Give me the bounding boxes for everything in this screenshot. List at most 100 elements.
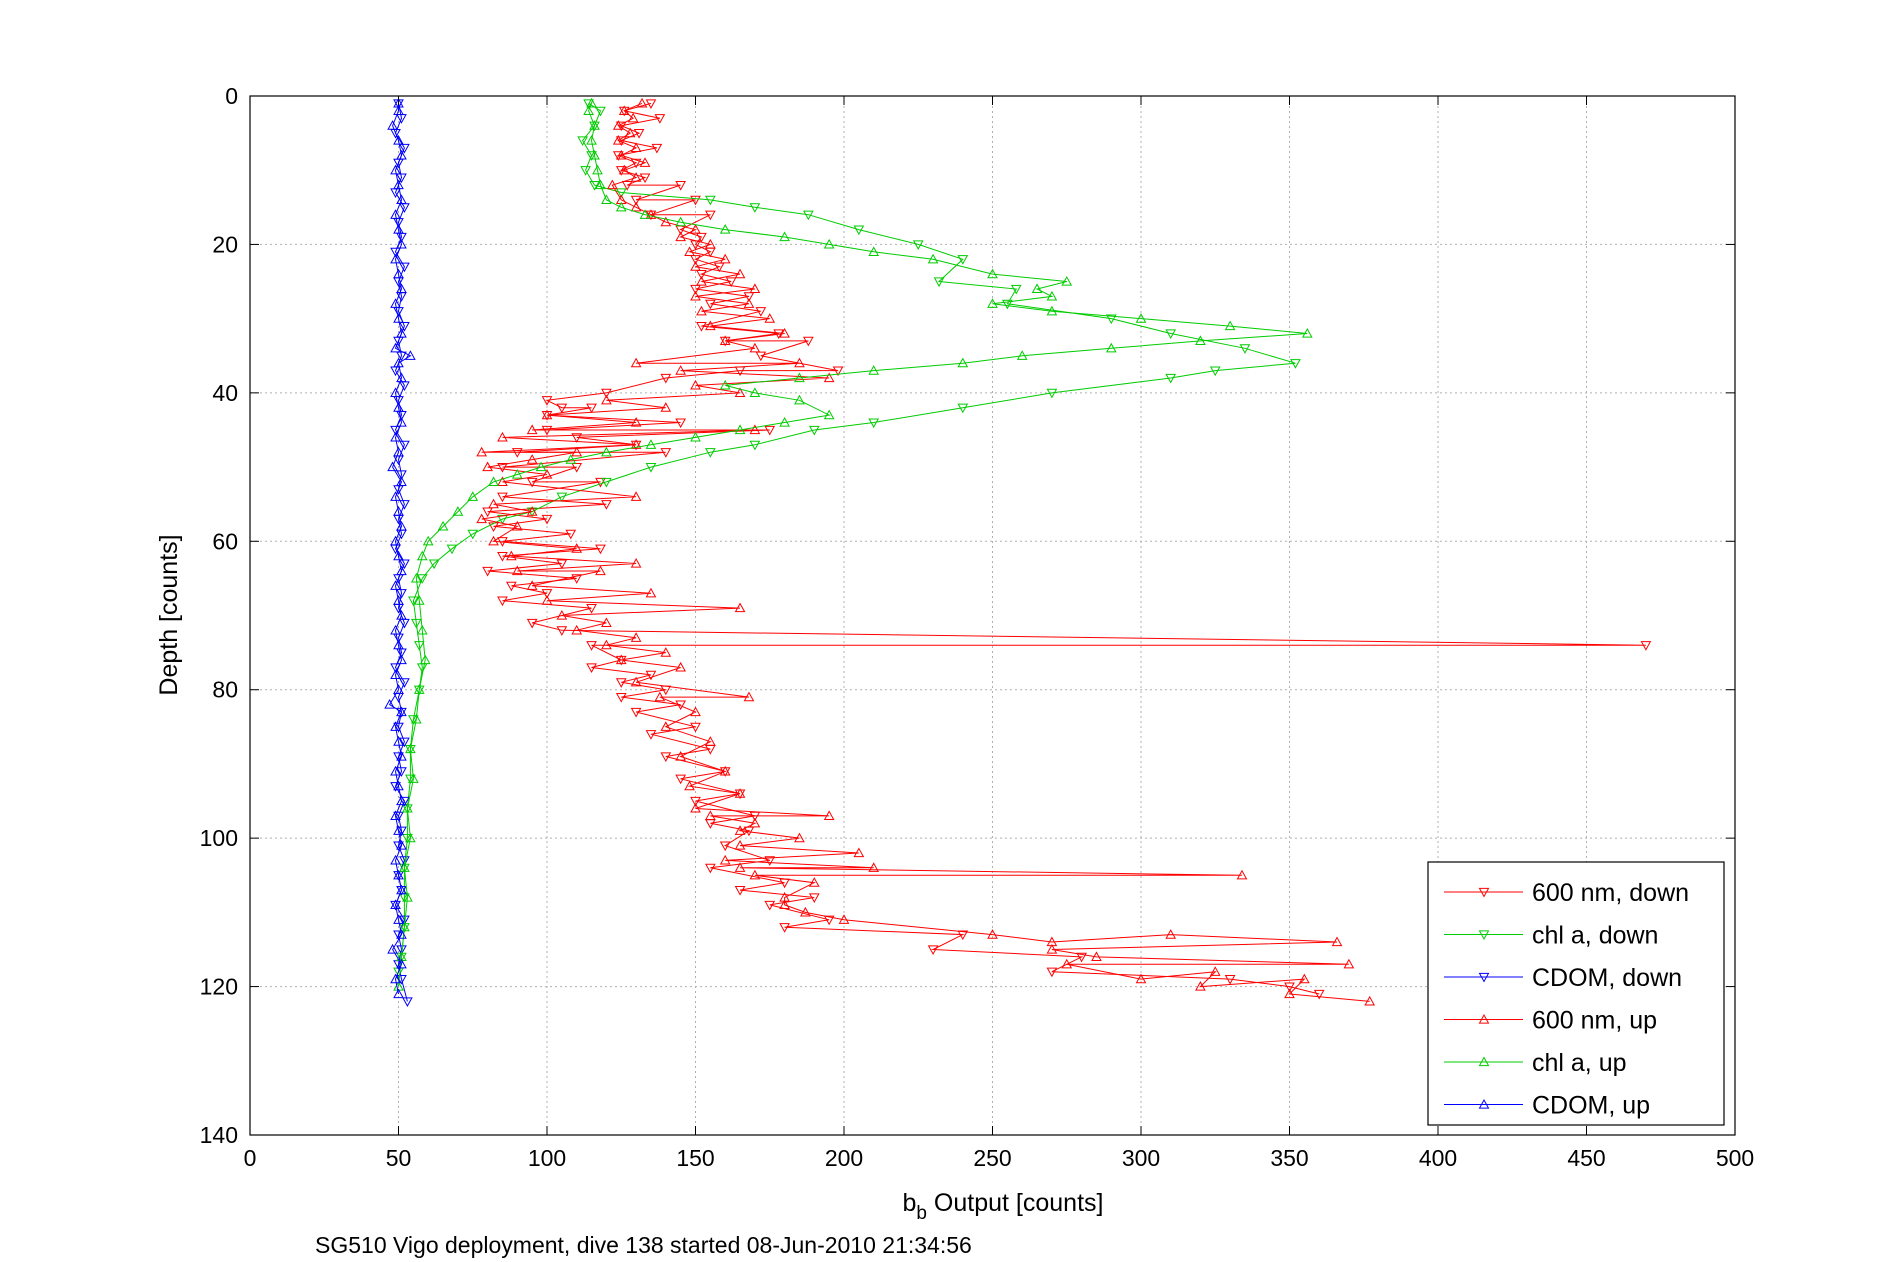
data-point — [779, 899, 790, 910]
data-point — [396, 767, 407, 777]
data-point — [734, 788, 746, 798]
data-point — [601, 477, 612, 488]
data-point — [410, 618, 422, 629]
data-point — [612, 151, 624, 161]
x-tick-label: 150 — [676, 1145, 714, 1171]
data-point — [396, 372, 407, 383]
data-point — [749, 283, 761, 294]
data-point — [390, 387, 401, 397]
x-tick-label: 0 — [244, 1145, 257, 1171]
data-point — [601, 446, 612, 457]
data-point — [396, 826, 407, 837]
data-point — [823, 372, 835, 383]
data-point — [1046, 936, 1058, 947]
data-point — [506, 581, 517, 592]
data-point — [749, 817, 761, 828]
data-point — [749, 440, 761, 451]
data-point — [402, 891, 413, 902]
data-point — [390, 765, 401, 776]
data-point — [399, 143, 410, 154]
data-point — [390, 810, 401, 820]
data-point — [526, 506, 538, 516]
series-5 — [384, 97, 416, 999]
data-point — [393, 780, 404, 791]
data-point — [467, 529, 479, 540]
data-point — [396, 654, 407, 665]
data-point — [764, 900, 776, 911]
data-point — [511, 468, 523, 479]
x-tick-label: 350 — [1270, 1145, 1308, 1171]
chart-caption: SG510 Vigo deployment, dive 138 started … — [315, 1232, 972, 1258]
data-point — [719, 765, 731, 776]
data-point — [1061, 958, 1073, 969]
data-point — [437, 520, 449, 531]
data-point — [416, 574, 428, 584]
data-point — [803, 336, 814, 347]
data-point — [390, 342, 401, 353]
data-point — [630, 491, 642, 501]
series-line — [388, 103, 412, 995]
data-point — [396, 945, 407, 955]
data-point — [390, 669, 401, 679]
data-point — [541, 514, 553, 525]
data-point — [556, 609, 568, 620]
data-point — [393, 134, 404, 145]
data-point — [396, 609, 407, 620]
data-point — [402, 834, 413, 844]
data-point — [393, 268, 404, 279]
data-point — [719, 335, 731, 346]
data-point — [541, 595, 553, 605]
data-point — [660, 721, 672, 731]
data-point — [645, 462, 657, 473]
data-point — [476, 513, 488, 524]
legend-label: CDOM, down — [1532, 964, 1682, 992]
data-point — [675, 365, 686, 375]
legend-label: 600 nm, up — [1532, 1007, 1657, 1035]
data-point — [577, 136, 588, 147]
data-point — [705, 810, 716, 820]
y-tick-label: 60 — [212, 528, 238, 554]
data-point — [868, 365, 880, 375]
data-point — [651, 143, 663, 154]
data-point — [565, 454, 577, 464]
data-point — [808, 877, 820, 887]
data-point — [408, 596, 419, 607]
data-point — [488, 476, 499, 487]
data-point — [571, 462, 583, 473]
y-axis-label: Depth [counts] — [155, 534, 183, 695]
data-point — [1236, 869, 1248, 880]
data-point — [957, 357, 969, 368]
data-point — [615, 678, 627, 688]
data-point — [511, 565, 523, 576]
legend-marker — [1478, 1013, 1490, 1024]
data-point — [399, 856, 410, 866]
data-point — [675, 418, 686, 429]
data-point — [390, 431, 401, 442]
data-point — [396, 173, 407, 184]
data-point — [408, 773, 419, 783]
data-point — [838, 914, 850, 924]
data-point — [1165, 373, 1177, 384]
x-tick-label: 300 — [1122, 1145, 1160, 1171]
data-point — [396, 929, 407, 939]
data-point — [690, 706, 701, 717]
data-point — [645, 439, 657, 449]
data-point — [660, 647, 672, 657]
data-point — [556, 626, 568, 636]
data-point — [416, 624, 428, 635]
data-point — [987, 268, 998, 279]
data-point — [541, 468, 553, 479]
data-point — [393, 402, 404, 412]
series-line — [398, 102, 1296, 972]
data-point — [393, 988, 404, 999]
legend-marker — [1478, 930, 1490, 941]
data-point — [405, 774, 416, 785]
data-point — [396, 565, 407, 576]
data-point — [393, 639, 404, 650]
data-point — [402, 802, 413, 813]
data-point — [497, 492, 508, 503]
data-point — [675, 750, 686, 761]
data-point — [927, 253, 939, 264]
data-point — [526, 454, 538, 464]
data-point — [636, 97, 648, 108]
